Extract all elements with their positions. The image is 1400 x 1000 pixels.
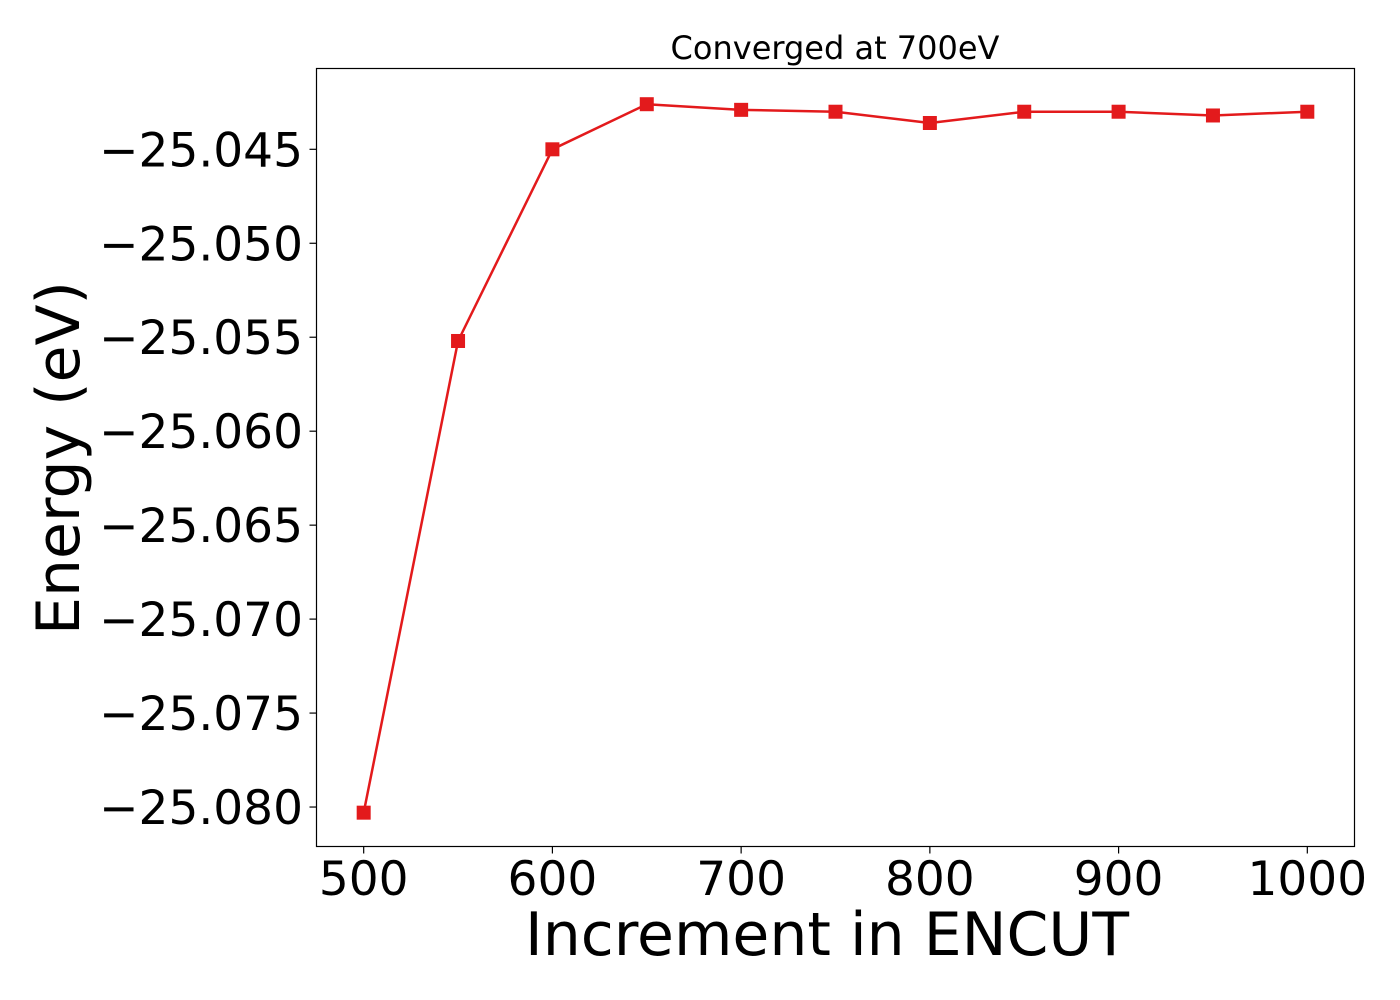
data-point-marker <box>1205 108 1220 123</box>
chart-title: Converged at 700eV <box>671 29 1000 67</box>
plot-frame <box>315 67 1356 848</box>
x-tick-label: 1000 <box>1248 852 1368 907</box>
y-tick-label: −25.055 <box>99 311 303 366</box>
data-point-marker <box>1017 104 1032 119</box>
y-tick-label: −25.045 <box>99 123 303 178</box>
data-point-marker <box>545 142 560 157</box>
x-tick-label: 600 <box>508 852 598 907</box>
data-point-marker <box>922 115 937 130</box>
data-point-marker <box>1111 104 1126 119</box>
series-layer <box>356 97 1315 820</box>
x-tick-label: 700 <box>696 852 786 907</box>
y-tick-label: −25.065 <box>99 499 303 554</box>
y-tick-label: −25.060 <box>99 405 303 460</box>
x-tick-label: 500 <box>319 852 409 907</box>
x-tick-label: 800 <box>885 852 975 907</box>
data-point-marker <box>1300 104 1315 119</box>
data-point-marker <box>734 102 749 117</box>
x-axis-ticks: 500 600 700 800 900 1000 <box>319 846 1368 907</box>
y-axis-ticks: −25.045 −25.050 −25.055 −25.060 −25.065 −25.0… <box>99 123 317 836</box>
x-tick-label: 900 <box>1074 852 1164 907</box>
data-point-marker <box>451 333 466 348</box>
y-tick-label: −25.050 <box>99 217 303 272</box>
y-axis-label: Energy (eV) <box>24 281 94 635</box>
y-tick-label: −25.075 <box>99 687 303 742</box>
y-tick-label: −25.070 <box>99 593 303 648</box>
data-point-marker <box>828 104 843 119</box>
y-tick-label: −25.080 <box>99 781 303 836</box>
data-point-marker <box>356 805 371 820</box>
x-axis-label: Increment in ENCUT <box>525 900 1129 970</box>
series-line <box>362 102 1308 813</box>
data-point-marker <box>639 97 654 112</box>
